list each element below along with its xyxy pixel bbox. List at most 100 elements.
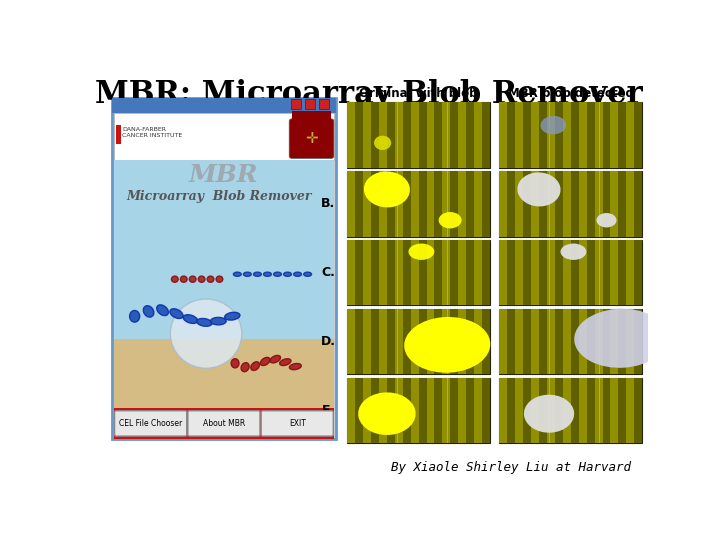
Bar [634, 102, 642, 168]
Ellipse shape [233, 272, 241, 276]
Bar [395, 240, 402, 306]
Bar [618, 309, 626, 374]
Bar [379, 171, 387, 237]
Text: B.: B. [321, 197, 336, 211]
Bar [570, 377, 579, 443]
Bar [112, 98, 336, 113]
Bar [410, 240, 418, 306]
Ellipse shape [189, 276, 196, 282]
Bar [371, 171, 379, 237]
Bar [499, 309, 642, 374]
Bar [603, 171, 611, 237]
Text: DANA-FARBER
CANCER INSTITUTE: DANA-FARBER CANCER INSTITUTE [122, 127, 183, 138]
Bar [539, 377, 546, 443]
Bar [363, 171, 371, 237]
Bar [114, 339, 334, 408]
Text: E.: E. [323, 404, 336, 417]
Bar [523, 377, 531, 443]
Bar [397, 309, 398, 374]
Bar [395, 102, 402, 168]
Bar [482, 102, 490, 168]
Bar [291, 99, 301, 109]
Ellipse shape [404, 317, 490, 373]
Bar [347, 377, 490, 443]
Bar [595, 377, 603, 443]
Bar [371, 240, 379, 306]
Bar [467, 377, 474, 443]
Bar [387, 102, 395, 168]
Bar [611, 240, 618, 306]
Bar [347, 309, 490, 374]
Ellipse shape [210, 318, 226, 325]
Bar [515, 377, 523, 443]
Bar [451, 102, 459, 168]
Ellipse shape [279, 359, 291, 366]
Bar [347, 377, 355, 443]
Bar [371, 309, 379, 374]
Bar [531, 309, 539, 374]
Bar [587, 102, 595, 168]
Bar [459, 102, 467, 168]
Bar [402, 377, 410, 443]
Bar [447, 102, 449, 168]
Bar [579, 309, 587, 374]
Bar [507, 102, 515, 168]
Bar [587, 171, 595, 237]
Bar [418, 240, 426, 306]
Bar [410, 171, 418, 237]
Bar [402, 171, 410, 237]
Bar [546, 377, 554, 443]
Bar [447, 309, 449, 374]
Bar [379, 240, 387, 306]
Ellipse shape [289, 363, 301, 370]
Bar [355, 309, 363, 374]
Text: MBR blob detected: MBR blob detected [508, 87, 634, 100]
Bar [434, 102, 443, 168]
Bar [114, 113, 334, 160]
Bar [562, 309, 570, 374]
Bar [611, 377, 618, 443]
Bar [554, 171, 562, 237]
Bar [499, 102, 507, 168]
Ellipse shape [198, 276, 205, 282]
Bar [379, 102, 387, 168]
FancyBboxPatch shape [114, 411, 186, 436]
Text: MBR: MBR [189, 163, 258, 186]
Bar [347, 240, 355, 306]
Bar [603, 377, 611, 443]
Bar [499, 240, 642, 306]
Bar [599, 240, 600, 306]
Text: A.: A. [321, 129, 336, 141]
Bar [474, 309, 482, 374]
Bar [523, 309, 531, 374]
Bar [626, 377, 634, 443]
Bar [499, 102, 642, 168]
Bar [515, 240, 523, 306]
Ellipse shape [438, 212, 462, 228]
Bar [531, 377, 539, 443]
Bar [363, 309, 371, 374]
Bar [459, 309, 467, 374]
Bar [587, 240, 595, 306]
Bar [418, 171, 426, 237]
Bar [570, 240, 579, 306]
Ellipse shape [143, 306, 154, 317]
Bar [523, 240, 531, 306]
Bar [451, 240, 459, 306]
Bar [507, 309, 515, 374]
Bar [595, 102, 603, 168]
Bar [347, 102, 490, 168]
Text: EXIT: EXIT [289, 419, 306, 428]
Text: By Xiaole Shirley Liu at Harvard: By Xiaole Shirley Liu at Harvard [391, 461, 631, 474]
Text: CEL File Chooser: CEL File Chooser [119, 419, 182, 428]
Bar [397, 171, 398, 237]
Bar [305, 99, 315, 109]
Bar [579, 102, 587, 168]
Bar [443, 171, 451, 237]
Bar [474, 377, 482, 443]
Bar [611, 102, 618, 168]
Bar [626, 309, 634, 374]
Bar [397, 377, 398, 443]
Bar [539, 240, 546, 306]
Bar [482, 377, 490, 443]
